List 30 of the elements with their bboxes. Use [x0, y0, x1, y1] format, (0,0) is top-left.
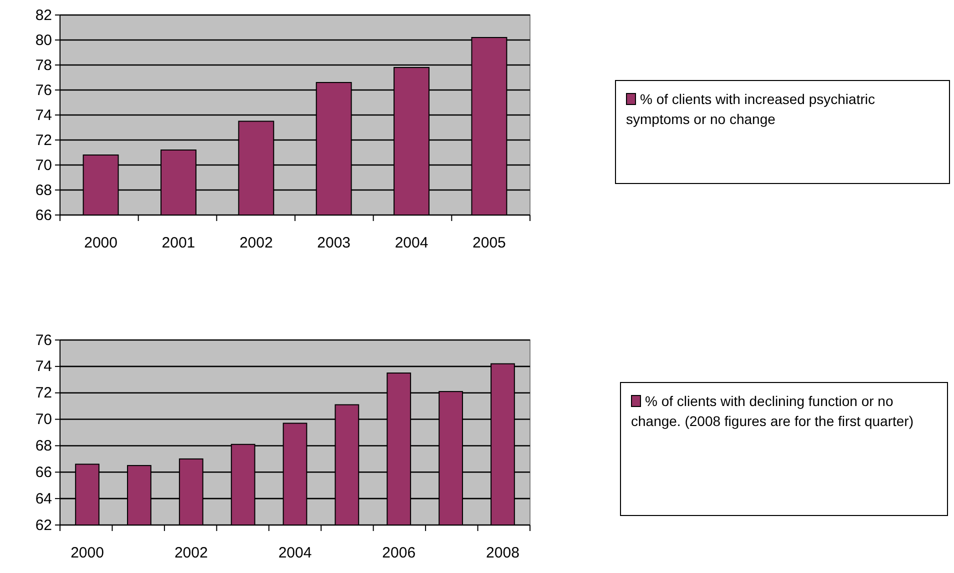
y-tick-label: 80 — [35, 32, 52, 49]
legend-label: % of clients with increased psychiatric symptoms or no change — [626, 91, 875, 127]
y-tick-label: 78 — [35, 56, 52, 74]
x-tick-label: 2001 — [162, 234, 196, 252]
y-tick-label: 72 — [35, 384, 52, 402]
x-tick-label: 2002 — [239, 234, 273, 252]
y-tick-label: 74 — [35, 358, 52, 376]
y-tick-label: 68 — [35, 438, 52, 455]
y-tick-label: 70 — [35, 156, 52, 174]
x-tick-label: 2000 — [84, 234, 118, 252]
x-tick-label: 2008 — [486, 544, 520, 562]
y-tick-label: 64 — [35, 490, 52, 508]
x-tick-label: 2002 — [174, 544, 208, 562]
y-tick-label: 66 — [35, 464, 52, 481]
y-tick-label: 74 — [35, 106, 52, 124]
y-tick-label: 76 — [35, 82, 52, 99]
y-tick-label: 82 — [35, 6, 52, 24]
y-tick-label: 66 — [35, 206, 52, 224]
y-tick-label: 72 — [35, 132, 52, 149]
y-tick-label: 70 — [35, 411, 52, 428]
y-tick-label: 76 — [35, 332, 52, 349]
x-tick-label: 2006 — [382, 544, 416, 562]
y-tick-label: 62 — [35, 516, 52, 534]
legend-label: % of clients with declining function or no change. (2008 figures are for the first quarter) — [631, 393, 914, 429]
x-tick-label: 2005 — [472, 234, 506, 252]
x-tick-label: 2004 — [394, 234, 428, 252]
x-tick-label: 2000 — [70, 544, 104, 562]
x-tick-label: 2004 — [278, 544, 312, 562]
x-tick-label: 2003 — [317, 234, 351, 252]
y-tick-label: 68 — [35, 182, 52, 199]
